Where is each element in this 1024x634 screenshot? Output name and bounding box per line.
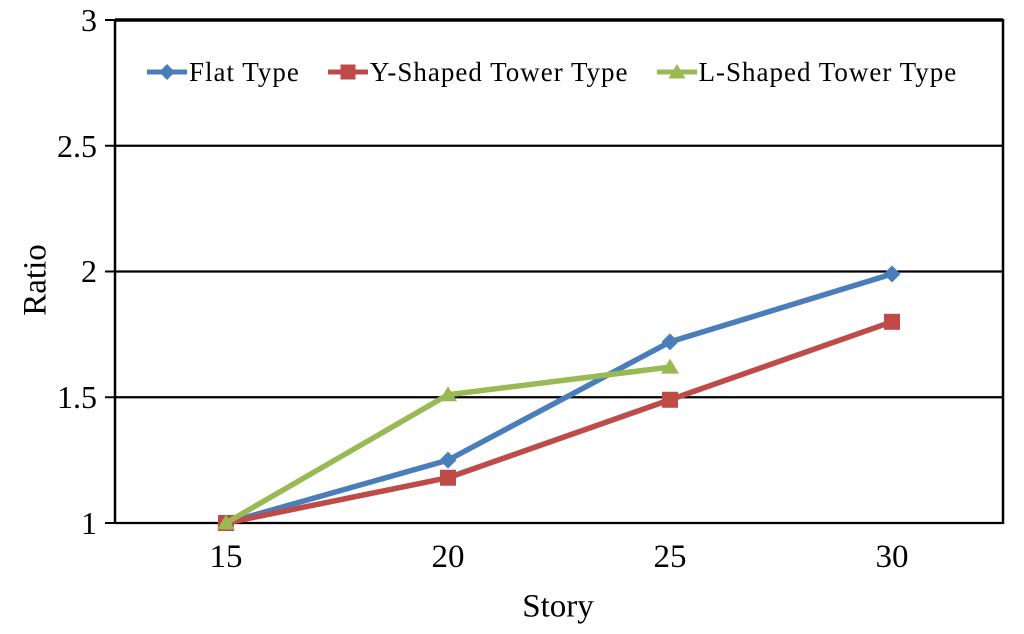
- y-tick-label: 1.5: [57, 379, 97, 415]
- data-point-diamond: [439, 451, 457, 469]
- y-tick-label: 2: [81, 253, 97, 289]
- y-tick-label: 1: [81, 505, 97, 541]
- legend-label: Y-Shaped Tower Type: [369, 56, 629, 87]
- legend-marker-square-icon: [327, 64, 368, 80]
- data-point-diamond: [883, 265, 901, 283]
- series-line-flat-type: [223, 271, 895, 526]
- data-point-triangle: [439, 386, 457, 402]
- legend-marker-diamond-icon: [147, 64, 187, 80]
- y-axis-title: Ratio: [17, 244, 54, 316]
- legend-swatch-shape: [159, 64, 175, 80]
- legend-item-l-shaped-tower-type: L-Shaped Tower Type: [656, 56, 958, 88]
- data-point-square: [884, 313, 900, 330]
- y-tick-label: 3: [81, 2, 97, 38]
- series-line-y-shaped-tower-type: [223, 319, 895, 526]
- legend-label: L-Shaped Tower Type: [698, 56, 958, 87]
- x-tick-label: 30: [875, 539, 909, 575]
- legend-marker-triangle-icon: [656, 64, 697, 79]
- data-point-diamond: [661, 333, 679, 351]
- legend-item-flat-type: Flat Type: [147, 57, 300, 88]
- x-axis-title: Story: [522, 588, 594, 625]
- data-point-square: [440, 469, 456, 486]
- legend-label: Flat Type: [189, 56, 300, 87]
- x-tick-label: 20: [431, 539, 465, 575]
- legend-swatch-shape: [668, 64, 686, 79]
- x-tick-label: 15: [209, 539, 243, 575]
- legend-swatch-shape: [340, 64, 356, 80]
- data-point-triangle: [217, 514, 235, 530]
- y-tick-label: 2.5: [57, 128, 97, 164]
- data-point-triangle: [661, 358, 679, 374]
- x-tick-label: 25: [653, 539, 687, 575]
- legend: Flat Type Y-Shaped Tower Type L-Shaped T…: [147, 54, 957, 90]
- data-point-square: [662, 391, 678, 408]
- legend-item-y-shaped-tower-type: Y-Shaped Tower Type: [327, 56, 629, 88]
